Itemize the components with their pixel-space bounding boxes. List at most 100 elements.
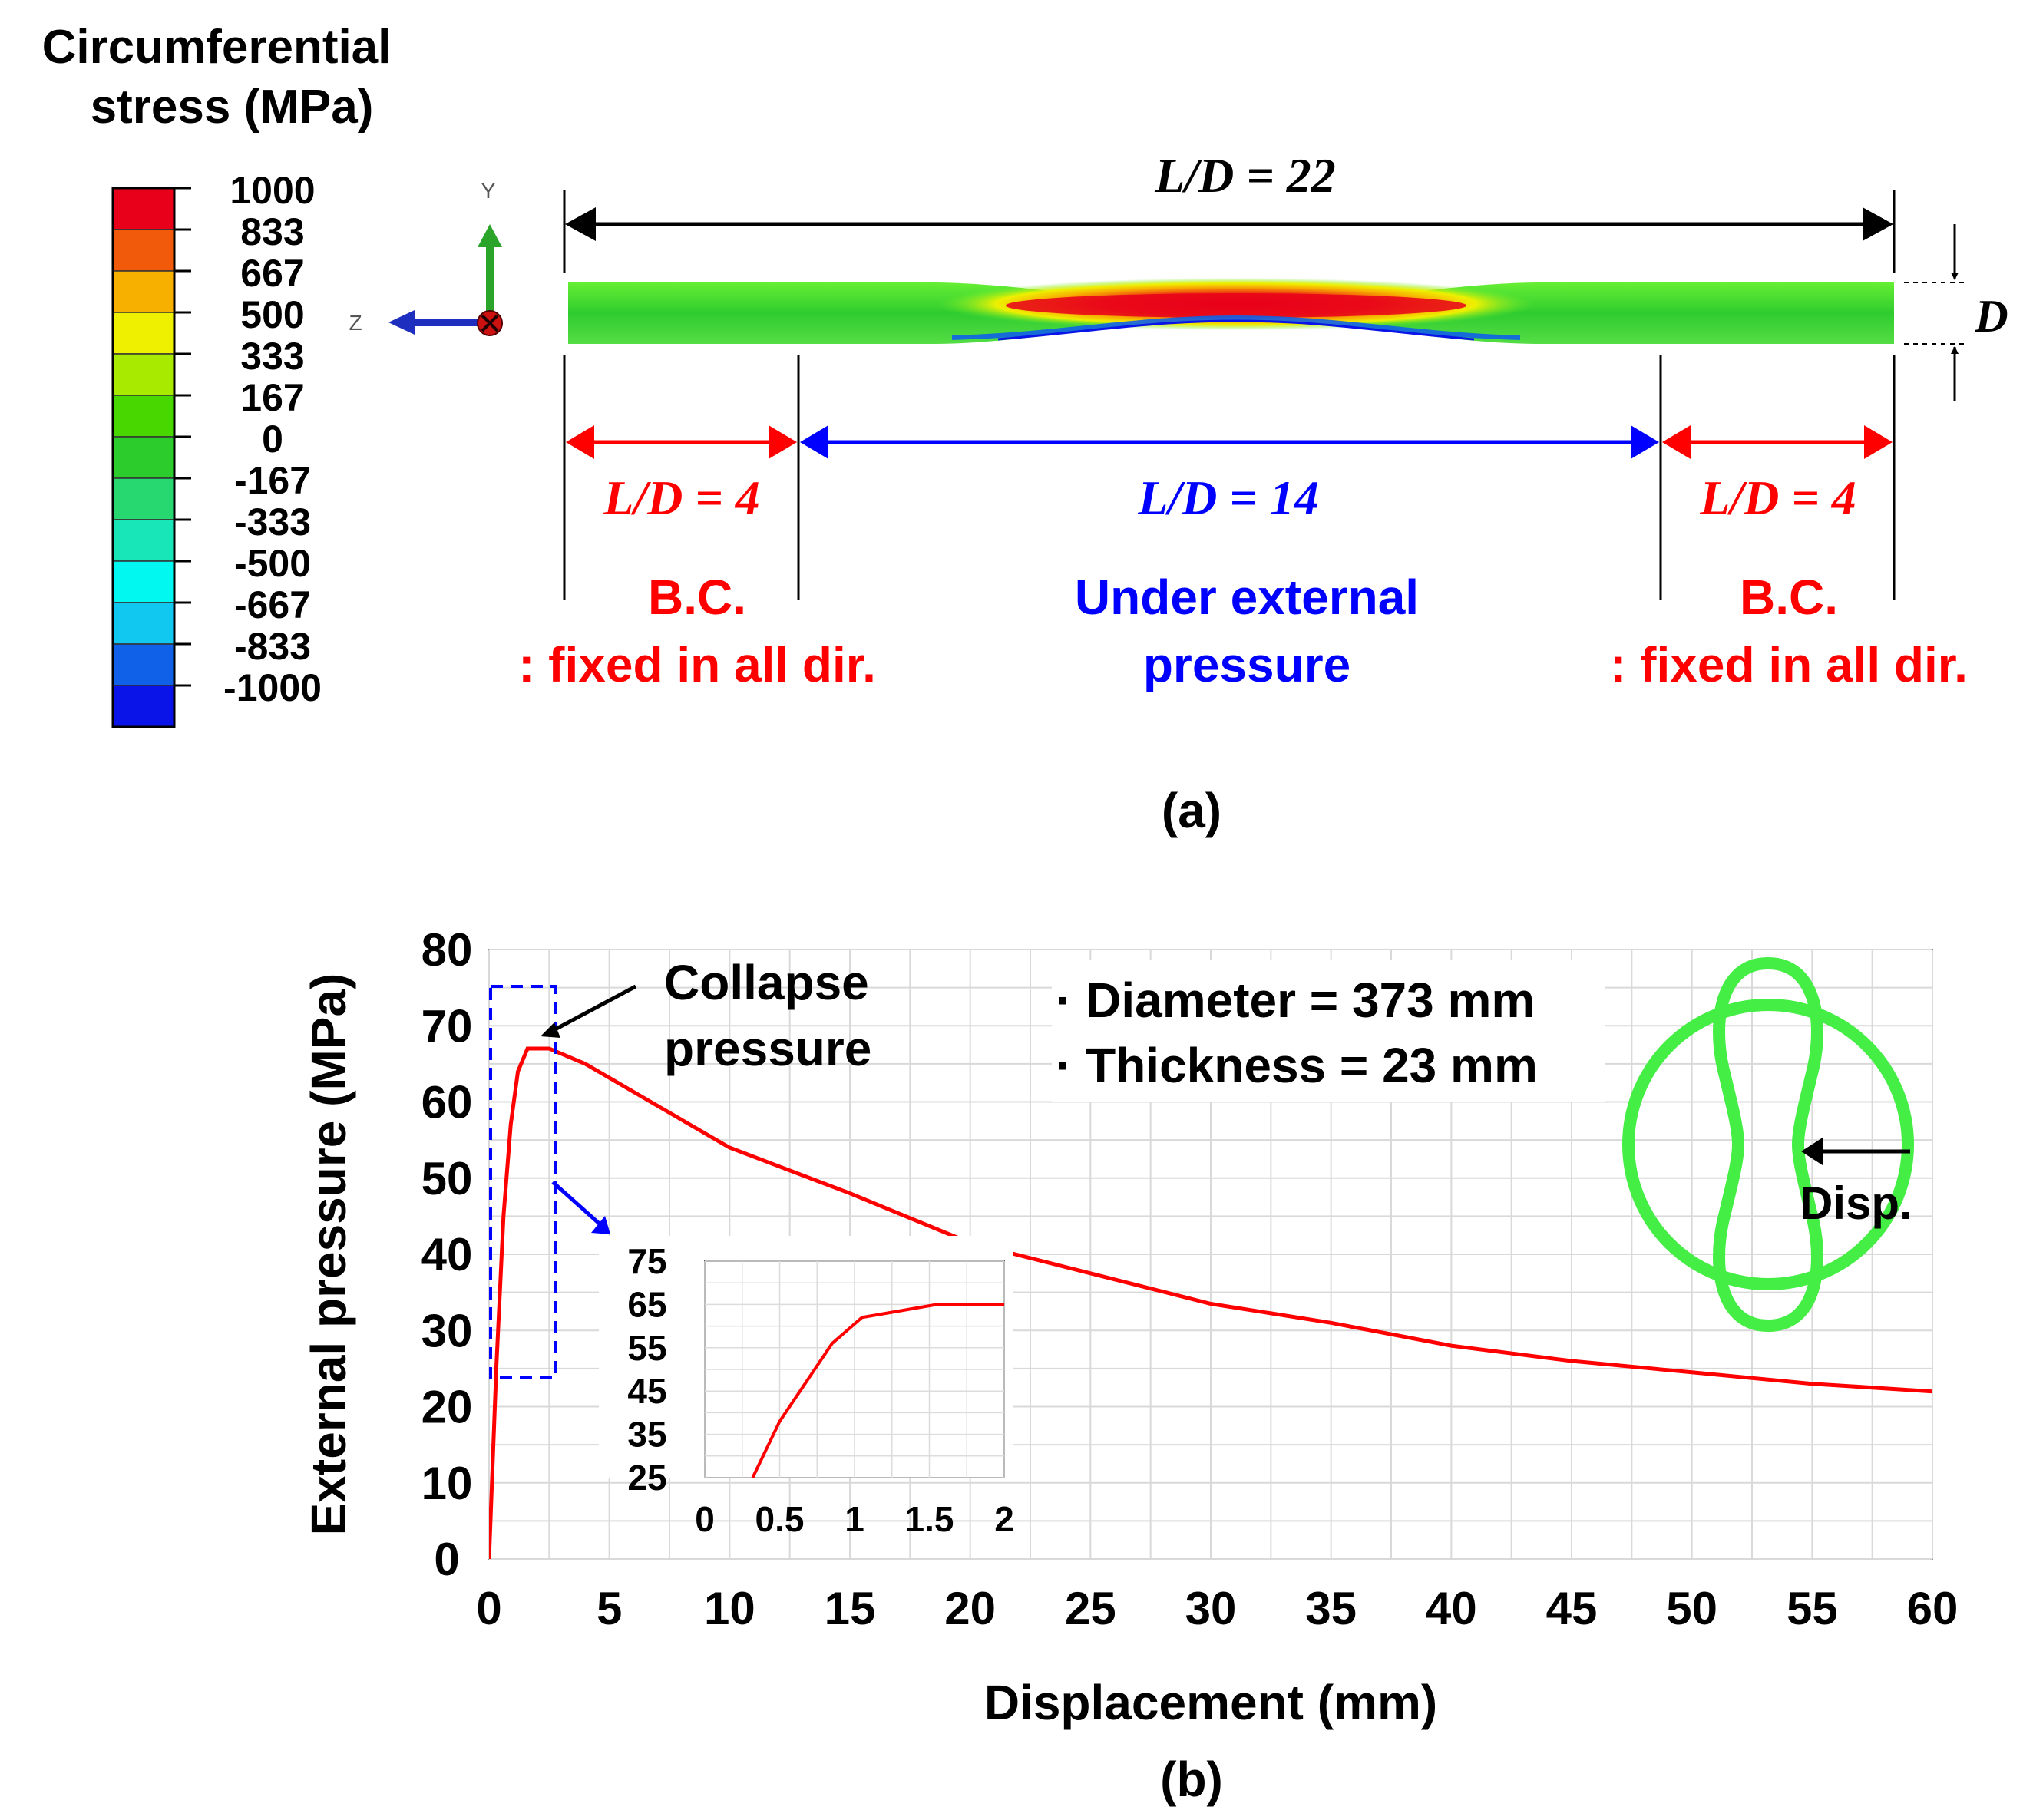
legend-title-line2: stress (MPa): [91, 81, 374, 134]
disp-arrowhead: [1801, 1138, 1823, 1165]
x-axis-title: Displacement (mm): [984, 1675, 1437, 1730]
collapse-label-line1: Collapse: [664, 955, 869, 1010]
legend-swatch: [112, 643, 175, 686]
x-tick-label: 25: [1065, 1583, 1116, 1634]
y-axis-title: External pressure (MPa): [301, 973, 356, 1536]
collapse-arrow: [544, 984, 637, 1037]
y-axis-label: Y: [481, 179, 496, 203]
legend-swatch: [112, 519, 175, 562]
inset-x-tick-label: 0: [695, 1499, 715, 1539]
right-span-dimension: L/D = 4: [1662, 425, 1893, 525]
y-tick-label: 60: [421, 1077, 473, 1128]
legend-level-label: -667: [234, 583, 311, 626]
z-axis-label: Z: [349, 311, 362, 335]
inset-y-tick-label: 35: [627, 1415, 666, 1455]
legend-swatch: [112, 270, 175, 313]
inset-x-tick-label: 2: [994, 1499, 1014, 1539]
legend-swatch: [112, 187, 175, 230]
y-tick-label: 30: [421, 1305, 473, 1356]
legend-level-label: -833: [234, 625, 311, 668]
legend-swatch: [112, 560, 175, 603]
y-tick-label: 70: [421, 1000, 473, 1052]
inset-y-tick-label: 45: [627, 1371, 666, 1411]
panel-a: Circumferential stress (MPa) 10008336675…: [42, 21, 2008, 838]
legend-level-label: -333: [234, 500, 311, 543]
legend-level-label: 167: [240, 376, 304, 419]
inset-y-tick-label: 75: [627, 1241, 666, 1281]
y-tick-label: 80: [421, 924, 473, 976]
left-bc-line1: B.C.: [648, 570, 746, 625]
left-span-label: L/D = 4: [603, 471, 760, 525]
x-tick-label: 10: [704, 1583, 755, 1634]
middle-span-label: L/D = 14: [1137, 471, 1319, 525]
legend-level-label: 333: [240, 335, 304, 378]
inset-pressure-curve: [751, 1303, 1004, 1478]
info-thickness: · Thickness = 23 mm: [1056, 1038, 1538, 1093]
inset-y-tick-label: 25: [627, 1458, 666, 1498]
inset-y-tick-label: 65: [627, 1284, 666, 1324]
legend-level-label: 833: [240, 210, 304, 253]
left-span-dimension: L/D = 4: [566, 425, 797, 525]
legend-swatch: [112, 602, 175, 645]
inset-grid: [704, 1260, 1005, 1478]
legend-swatches: [111, 187, 176, 728]
x-tick-label: 5: [597, 1583, 622, 1634]
inset-x-tick-label: 0.5: [755, 1499, 805, 1539]
legend-level-label: 500: [240, 293, 304, 336]
legend-level-label: -167: [234, 459, 311, 502]
legend-level-label: -500: [234, 542, 311, 585]
stress-legend: Circumferential stress (MPa) 10008336675…: [42, 21, 392, 728]
x-tick-label: 55: [1787, 1583, 1838, 1634]
axis-triad: Y Z: [349, 179, 503, 336]
inset-x-tick-label: 1: [845, 1499, 864, 1539]
x-tick-label: 20: [944, 1583, 996, 1634]
legend-swatch: [112, 395, 175, 438]
legend-swatch: [112, 353, 175, 396]
x-tick-label: 35: [1305, 1583, 1357, 1634]
legend-title-line1: Circumferential: [42, 21, 392, 74]
pressure-curve: [489, 1046, 1932, 1559]
x-tick-label: 40: [1426, 1583, 1477, 1634]
panel-b: 0 5 10 15 20 25 30 35 40 45 50 55 600102030405060708…: [301, 924, 1958, 1807]
y-tick-label: 0: [434, 1534, 459, 1585]
y-tick-label: 10: [421, 1458, 473, 1509]
legend-swatch: [112, 436, 175, 479]
x-tick-label: 15: [825, 1583, 876, 1634]
total-span-label: L/D = 22: [1154, 148, 1336, 203]
pressure-line1: Under external: [1075, 570, 1419, 625]
caption-b: (b): [1160, 1752, 1223, 1807]
right-bc-line1: B.C.: [1740, 570, 1838, 625]
diameter-dimension: D: [1904, 224, 2008, 401]
middle-span-dimension: L/D = 14: [800, 425, 1659, 525]
legend-swatch: [112, 312, 175, 355]
pipe-contour: [568, 278, 1894, 344]
z-axis-arrowhead: [388, 310, 415, 335]
legend-level-label: -1000: [223, 666, 322, 709]
inset-y-tick-label: 55: [627, 1328, 666, 1368]
total-span-dimension: L/D = 22: [563, 148, 1896, 273]
x-tick-label: 60: [1907, 1583, 1959, 1634]
info-diameter: · Diameter = 373 mm: [1056, 973, 1535, 1028]
collapse-label-line2: pressure: [664, 1021, 871, 1076]
legend-swatch: [112, 229, 175, 272]
main-tick-labels: 0 5 10 15 20 25 30 35 40 45 50 55 600102030405060708…: [421, 924, 1959, 1634]
inset-x-tick-label: 1.5: [905, 1499, 954, 1539]
x-tick-label: 50: [1666, 1583, 1717, 1634]
right-span-label: L/D = 4: [1699, 471, 1856, 525]
undeformed-ring: [1622, 999, 1914, 1290]
pressure-line2: pressure: [1143, 637, 1350, 692]
deformed-cross-section: Disp.: [1622, 956, 1914, 1333]
disp-label: Disp.: [1800, 1178, 1912, 1229]
x-tick-label: 45: [1546, 1583, 1598, 1634]
x-tick-label: 0: [476, 1583, 501, 1634]
caption-a: (a): [1162, 783, 1221, 838]
diameter-label: D: [1974, 291, 2008, 342]
legend-swatch: [112, 477, 175, 520]
legend-level-label: 1000: [230, 169, 315, 212]
y-tick-label: 40: [421, 1229, 473, 1280]
y-tick-label: 50: [421, 1153, 473, 1204]
zoom-arrow: [551, 1181, 604, 1228]
legend-labels: 10008336675003331670-167-333-500-667-833…: [174, 169, 322, 709]
